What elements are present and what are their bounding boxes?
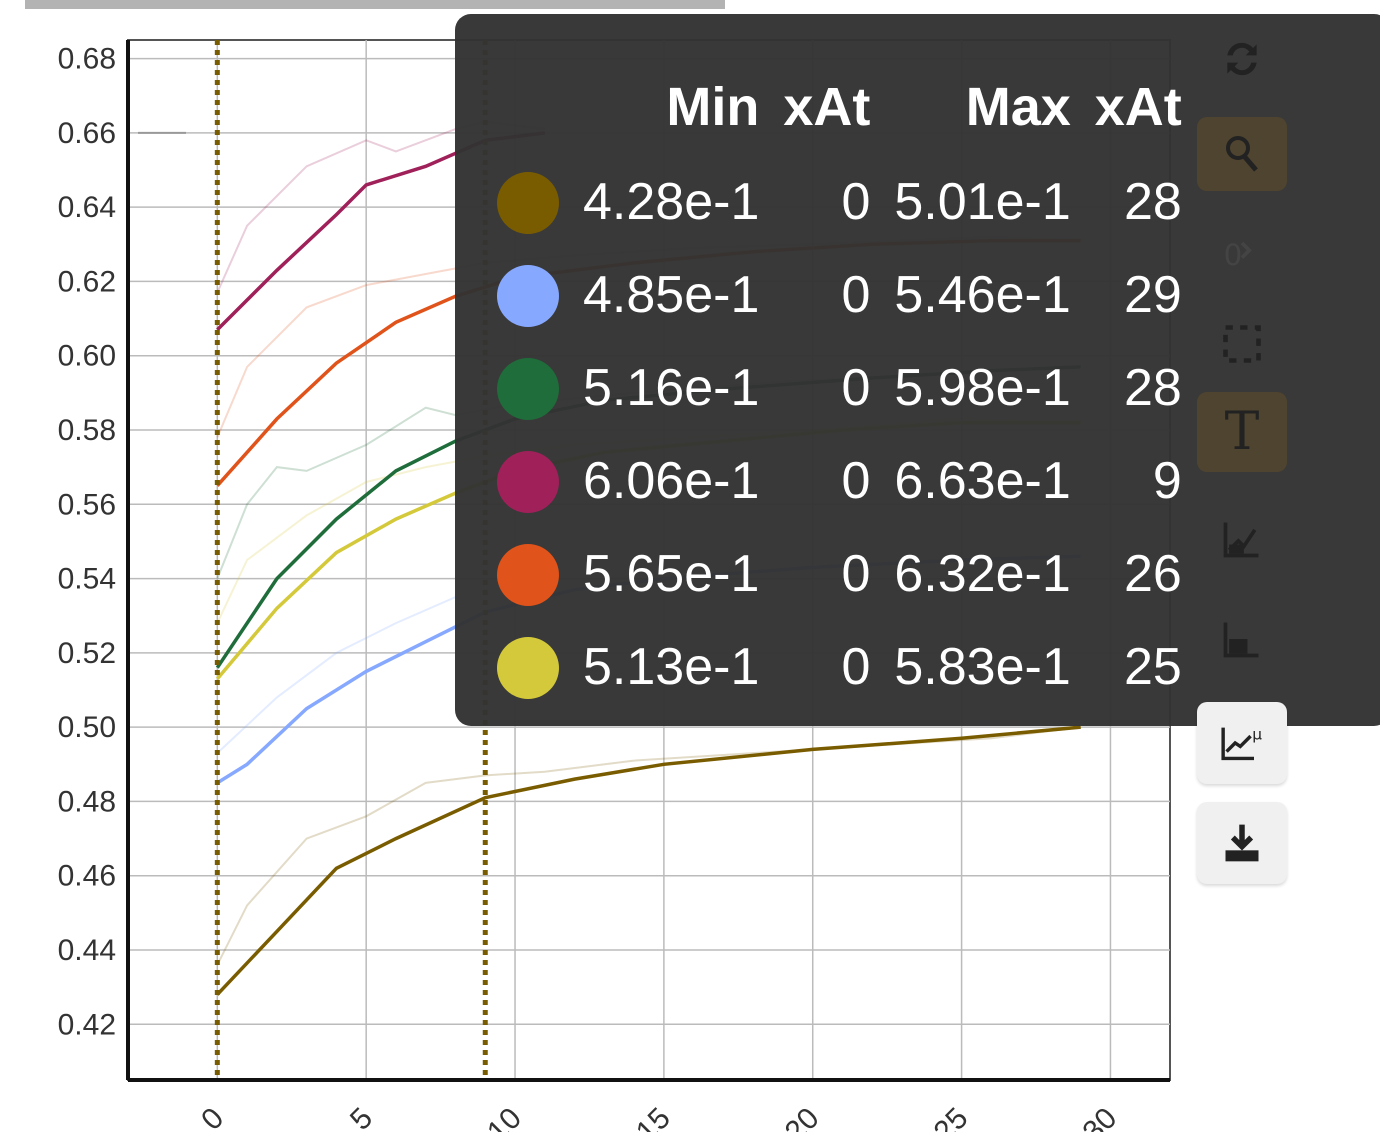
tooltip-swatch-cell bbox=[485, 248, 571, 341]
tooltip-swatch-cell bbox=[485, 434, 571, 527]
tooltip-min-value: 4.28e-1 bbox=[583, 172, 760, 231]
x-tick-label: 15 bbox=[630, 1102, 677, 1132]
y-tick-label: 0.52 bbox=[58, 637, 116, 670]
series-line-0 bbox=[216, 725, 1081, 996]
series-color-swatch bbox=[497, 543, 559, 606]
tooltip-header-min-xat: xAt bbox=[783, 77, 871, 137]
y-tick-label: 0.58 bbox=[58, 414, 116, 447]
tooltip-min-xat-value: 0 bbox=[841, 358, 871, 417]
pan-icon[interactable]: 0 bbox=[1197, 217, 1287, 291]
tooltip-min-value: 5.65e-1 bbox=[583, 544, 760, 603]
tooltip-max-xat-value: 28 bbox=[1123, 358, 1182, 417]
select-icon[interactable] bbox=[1197, 307, 1287, 381]
tooltip-swatch-cell bbox=[485, 155, 571, 248]
y-tick-label: 0.44 bbox=[58, 934, 116, 967]
tooltip-header-color bbox=[485, 59, 571, 155]
tooltip-max-value: 6.32e-1 bbox=[894, 544, 1071, 603]
tooltip-row: 5.13e-1 0 5.83e-1 25 bbox=[485, 620, 1194, 713]
tooltip-header-min: Min bbox=[666, 77, 760, 137]
tooltip-swatch-cell bbox=[485, 341, 571, 434]
smooth-icon[interactable] bbox=[1197, 502, 1287, 576]
tooltip-max-xat-value: 25 bbox=[1123, 637, 1182, 696]
tooltip-max-value: 5.01e-1 bbox=[894, 172, 1071, 231]
tooltip-header-max: Max bbox=[965, 77, 1071, 137]
y-tick-label: 0.46 bbox=[58, 860, 116, 893]
tooltip-max-value: 5.98e-1 bbox=[894, 358, 1071, 417]
tooltip-min-value: 4.85e-1 bbox=[583, 265, 760, 324]
tooltip-min-xat-value: 0 bbox=[841, 265, 871, 324]
y-tick-label: 0.50 bbox=[58, 711, 116, 744]
series-color-swatch bbox=[497, 264, 559, 327]
tooltip-row: 5.65e-1 0 6.32e-1 26 bbox=[485, 527, 1194, 620]
y-tick-label: 0.60 bbox=[58, 340, 116, 373]
top-scrollbar[interactable] bbox=[25, 0, 725, 9]
tooltip-swatch-cell bbox=[485, 527, 571, 620]
x-tick-label: 5 bbox=[344, 1102, 379, 1132]
y-tick-label: 0.56 bbox=[58, 488, 116, 521]
download-icon[interactable] bbox=[1197, 802, 1287, 884]
tooltip-row: 6.06e-1 0 6.63e-1 9 bbox=[485, 434, 1194, 527]
series-color-swatch bbox=[497, 450, 559, 513]
y-tick-label: 0.64 bbox=[58, 191, 116, 224]
tooltip-max-value: 5.46e-1 bbox=[894, 265, 1071, 324]
tooltip-min-xat-value: 0 bbox=[841, 637, 871, 696]
text-icon[interactable]: T bbox=[1197, 392, 1287, 472]
x-tick-label: 10 bbox=[481, 1102, 528, 1132]
tooltip-max-value: 6.63e-1 bbox=[894, 451, 1071, 510]
tooltip-max-xat-value: 9 bbox=[1152, 451, 1182, 510]
x-tick-label: 30 bbox=[1076, 1102, 1123, 1132]
series-color-swatch bbox=[497, 357, 559, 420]
y-tick-label: 0.42 bbox=[58, 1008, 116, 1041]
tooltip-max-xat-value: 28 bbox=[1123, 172, 1182, 231]
y-tick-label: 0.48 bbox=[58, 785, 116, 818]
tooltip-row: 5.16e-1 0 5.98e-1 28 bbox=[485, 341, 1194, 434]
tooltip-max-xat-value: 26 bbox=[1123, 544, 1182, 603]
tooltip-min-value: 5.13e-1 bbox=[583, 637, 760, 696]
y-tick-label: 0.62 bbox=[58, 265, 116, 298]
reset-icon[interactable] bbox=[1197, 22, 1287, 96]
x-tick-label: 20 bbox=[779, 1102, 826, 1132]
hover-tooltip: Min xAt Max xAt 4.28e-1 0 5.01e-1 28 4.85e-1… bbox=[455, 14, 1380, 726]
tooltip-min-xat-value: 0 bbox=[841, 451, 871, 510]
y-tick-label: 0.68 bbox=[58, 43, 116, 76]
y-axis-ticks: 0.42 0.44 0.46 0.48 0.50 0.52 0.54 0.56 0.58 0.60… bbox=[58, 43, 116, 1042]
y-tick-label: 0.54 bbox=[58, 563, 116, 596]
tooltip-row: 4.28e-1 0 5.01e-1 28 bbox=[485, 155, 1194, 248]
tooltip-table: Min xAt Max xAt 4.28e-1 0 5.01e-1 28 4.85e-1… bbox=[485, 59, 1194, 713]
tooltip-header-max-xat: xAt bbox=[1094, 77, 1182, 137]
series-color-swatch bbox=[497, 636, 559, 699]
svg-text:μ: μ bbox=[1252, 726, 1262, 744]
zoom-icon[interactable] bbox=[1197, 117, 1287, 191]
tooltip-row: 4.85e-1 0 5.46e-1 29 bbox=[485, 248, 1194, 341]
chart-axes bbox=[126, 40, 1170, 1082]
x-tick-label: 25 bbox=[928, 1102, 975, 1132]
log-icon[interactable] bbox=[1197, 602, 1287, 676]
line-chart-icon[interactable]: μ bbox=[1197, 702, 1287, 784]
tooltip-min-value: 6.06e-1 bbox=[583, 451, 760, 510]
tooltip-max-xat-value: 29 bbox=[1123, 265, 1182, 324]
x-axis-ticks: 0 5 10 15 20 25 30 bbox=[195, 1102, 1123, 1132]
x-tick-label: 0 bbox=[195, 1102, 230, 1132]
series-color-swatch bbox=[497, 171, 559, 234]
tooltip-swatch-cell bbox=[485, 620, 571, 713]
tooltip-max-value: 5.83e-1 bbox=[894, 637, 1071, 696]
y-tick-label: 0.66 bbox=[58, 117, 116, 150]
tooltip-header-row: Min xAt Max xAt bbox=[485, 59, 1194, 155]
tooltip-min-value: 5.16e-1 bbox=[583, 358, 760, 417]
tooltip-min-xat-value: 0 bbox=[841, 544, 871, 603]
tooltip-min-xat-value: 0 bbox=[841, 172, 871, 231]
svg-text:0: 0 bbox=[1224, 238, 1243, 272]
